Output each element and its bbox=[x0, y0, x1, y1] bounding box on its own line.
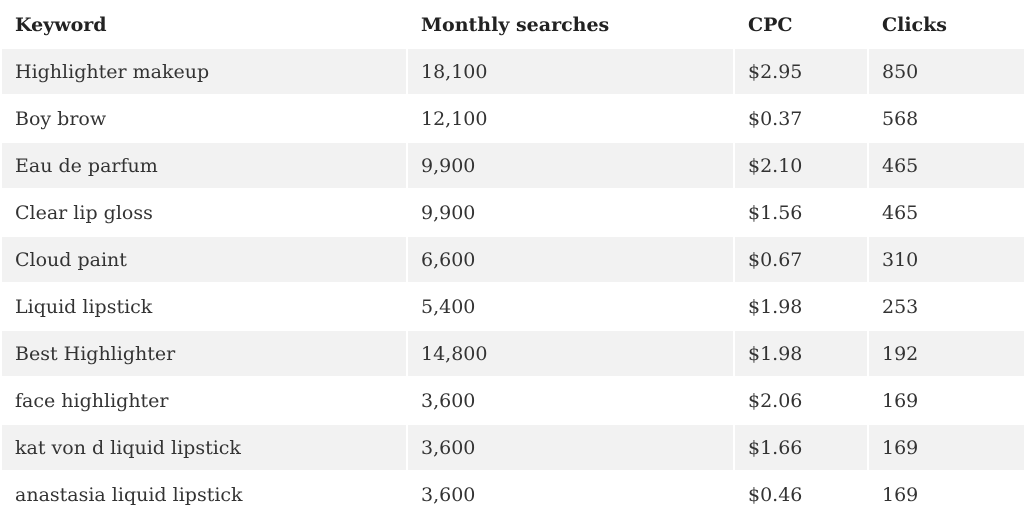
cell-cpc: $2.95 bbox=[735, 49, 867, 94]
cell-searches: 9,900 bbox=[408, 190, 733, 235]
table-row: Boy brow 12,100 $0.37 568 bbox=[2, 96, 1024, 141]
cell-cpc: $1.98 bbox=[735, 331, 867, 376]
cell-clicks: 169 bbox=[869, 425, 1024, 470]
table-row: anastasia liquid lipstick 3,600 $0.46 16… bbox=[2, 472, 1024, 517]
cell-cpc: $2.06 bbox=[735, 378, 867, 423]
cell-keyword: Cloud paint bbox=[2, 237, 406, 282]
cell-cpc: $2.10 bbox=[735, 143, 867, 188]
cell-keyword: anastasia liquid lipstick bbox=[2, 472, 406, 517]
cell-cpc: $0.46 bbox=[735, 472, 867, 517]
cell-clicks: 310 bbox=[869, 237, 1024, 282]
cell-keyword: Highlighter makeup bbox=[2, 49, 406, 94]
header-clicks: Clicks bbox=[869, 2, 1024, 47]
table-row: Clear lip gloss 9,900 $1.56 465 bbox=[2, 190, 1024, 235]
cell-clicks: 568 bbox=[869, 96, 1024, 141]
cell-keyword: Eau de parfum bbox=[2, 143, 406, 188]
cell-keyword: Liquid lipstick bbox=[2, 284, 406, 329]
table-row: Eau de parfum 9,900 $2.10 465 bbox=[2, 143, 1024, 188]
table-body: Highlighter makeup 18,100 $2.95 850 Boy … bbox=[2, 49, 1024, 517]
cell-cpc: $1.56 bbox=[735, 190, 867, 235]
cell-clicks: 465 bbox=[869, 143, 1024, 188]
cell-searches: 14,800 bbox=[408, 331, 733, 376]
cell-cpc: $1.66 bbox=[735, 425, 867, 470]
header-row: Keyword Monthly searches CPC Clicks bbox=[2, 2, 1024, 47]
table-row: Liquid lipstick 5,400 $1.98 253 bbox=[2, 284, 1024, 329]
cell-keyword: face highlighter bbox=[2, 378, 406, 423]
table-row: kat von d liquid lipstick 3,600 $1.66 16… bbox=[2, 425, 1024, 470]
cell-clicks: 192 bbox=[869, 331, 1024, 376]
header-cpc: CPC bbox=[735, 2, 867, 47]
table-row: face highlighter 3,600 $2.06 169 bbox=[2, 378, 1024, 423]
table-row: Highlighter makeup 18,100 $2.95 850 bbox=[2, 49, 1024, 94]
table-header: Keyword Monthly searches CPC Clicks bbox=[2, 2, 1024, 47]
cell-searches: 9,900 bbox=[408, 143, 733, 188]
table-row: Best Highlighter 14,800 $1.98 192 bbox=[2, 331, 1024, 376]
cell-keyword: Clear lip gloss bbox=[2, 190, 406, 235]
cell-cpc: $0.67 bbox=[735, 237, 867, 282]
cell-clicks: 465 bbox=[869, 190, 1024, 235]
cell-searches: 5,400 bbox=[408, 284, 733, 329]
cell-searches: 3,600 bbox=[408, 378, 733, 423]
cell-searches: 6,600 bbox=[408, 237, 733, 282]
cell-clicks: 850 bbox=[869, 49, 1024, 94]
header-monthly-searches: Monthly searches bbox=[408, 2, 733, 47]
table-row: Cloud paint 6,600 $0.67 310 bbox=[2, 237, 1024, 282]
cell-searches: 3,600 bbox=[408, 425, 733, 470]
cell-keyword: Best Highlighter bbox=[2, 331, 406, 376]
cell-searches: 12,100 bbox=[408, 96, 733, 141]
cell-clicks: 169 bbox=[869, 378, 1024, 423]
cell-keyword: Boy brow bbox=[2, 96, 406, 141]
header-keyword: Keyword bbox=[2, 2, 406, 47]
cell-searches: 18,100 bbox=[408, 49, 733, 94]
cell-searches: 3,600 bbox=[408, 472, 733, 517]
cell-clicks: 253 bbox=[869, 284, 1024, 329]
cell-cpc: $1.98 bbox=[735, 284, 867, 329]
cell-keyword: kat von d liquid lipstick bbox=[2, 425, 406, 470]
cell-clicks: 169 bbox=[869, 472, 1024, 517]
cell-cpc: $0.37 bbox=[735, 96, 867, 141]
